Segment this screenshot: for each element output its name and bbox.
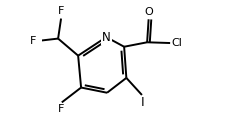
Text: F: F — [30, 36, 36, 46]
Text: F: F — [58, 6, 64, 16]
Text: Cl: Cl — [171, 38, 182, 48]
Text: O: O — [144, 7, 152, 17]
Text: N: N — [101, 31, 110, 44]
Text: F: F — [57, 104, 63, 114]
Text: I: I — [140, 96, 144, 109]
